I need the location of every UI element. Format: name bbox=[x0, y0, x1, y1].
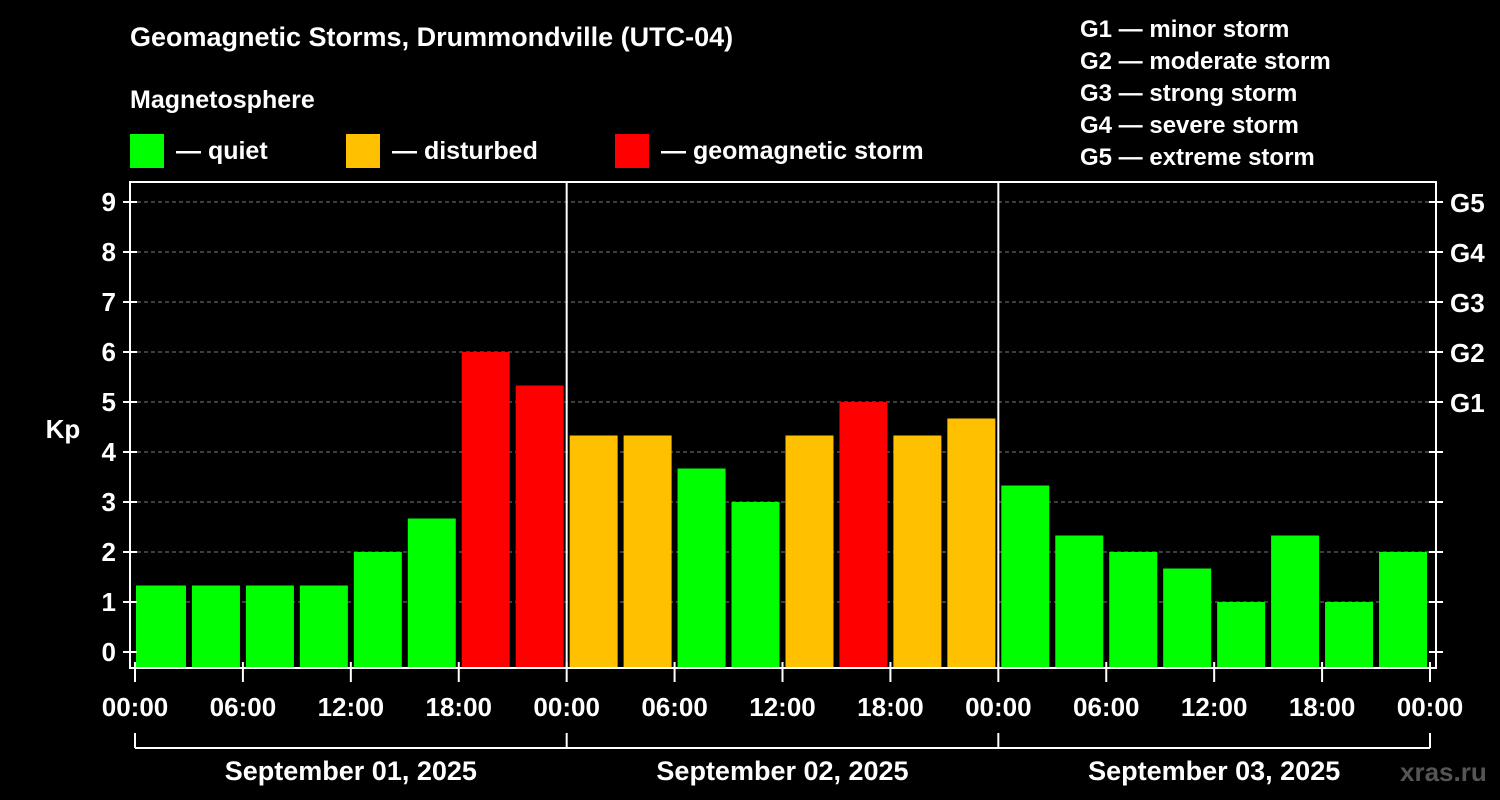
y-tick-label: 9 bbox=[102, 187, 116, 217]
x-tick-label: 12:00 bbox=[1181, 692, 1248, 722]
bar bbox=[569, 435, 618, 668]
x-tick-label: 00:00 bbox=[102, 692, 169, 722]
g-legend-g2: G2 — moderate storm bbox=[1080, 48, 1331, 75]
bar bbox=[191, 585, 240, 668]
g-scale-label: G2 bbox=[1450, 338, 1485, 368]
x-tick-label: 18:00 bbox=[857, 692, 924, 722]
bar bbox=[461, 352, 510, 668]
y-axis-label: Kp bbox=[46, 414, 81, 444]
date-label: September 01, 2025 bbox=[225, 756, 477, 786]
bar bbox=[1325, 602, 1374, 668]
x-tick-label: 18:00 bbox=[1289, 692, 1356, 722]
x-tick-label: 06:00 bbox=[210, 692, 277, 722]
legend-quiet: — quiet bbox=[130, 134, 268, 168]
chart-subtitle: Magnetosphere bbox=[130, 86, 315, 114]
bar bbox=[1433, 586, 1481, 669]
watermark: xras.ru bbox=[1400, 757, 1487, 787]
x-tick-label: 18:00 bbox=[426, 692, 493, 722]
g-legend-g4: G4 — severe storm bbox=[1080, 112, 1299, 139]
bar bbox=[731, 502, 780, 668]
bar bbox=[1109, 552, 1158, 668]
bar bbox=[515, 385, 564, 668]
bar bbox=[947, 418, 996, 668]
g-scale-label: G3 bbox=[1450, 288, 1485, 318]
bar bbox=[839, 402, 888, 668]
g-scale-label: G4 bbox=[1450, 238, 1485, 268]
legend-disturbed: — disturbed bbox=[346, 134, 538, 168]
legend-label-disturbed: — disturbed bbox=[392, 136, 538, 165]
g-legend-g3: G3 — strong storm bbox=[1080, 80, 1298, 107]
legend-swatch-disturbed bbox=[346, 134, 380, 168]
y-tick-label: 0 bbox=[102, 637, 116, 667]
y-tick-label: 2 bbox=[102, 537, 116, 567]
bar bbox=[136, 585, 186, 668]
x-tick-label: 00:00 bbox=[1397, 692, 1464, 722]
x-tick-label: 00:00 bbox=[533, 692, 600, 722]
bar bbox=[1001, 485, 1050, 668]
x-tick-label: 12:00 bbox=[318, 692, 385, 722]
bar bbox=[893, 435, 942, 668]
bar bbox=[1379, 552, 1428, 668]
x-tick-label: 12:00 bbox=[749, 692, 816, 722]
bar bbox=[1271, 535, 1320, 668]
g-legend-g1: G1 — minor storm bbox=[1080, 16, 1290, 43]
x-tick-label: 06:00 bbox=[641, 692, 708, 722]
y-tick-label: 7 bbox=[102, 287, 116, 317]
x-tick-label: 00:00 bbox=[965, 692, 1032, 722]
y-tick-label: 4 bbox=[102, 437, 117, 467]
chart-title: Geomagnetic Storms, Drummondville (UTC-0… bbox=[130, 22, 734, 52]
bar bbox=[1217, 602, 1266, 668]
legend-label-storm: — geomagnetic storm bbox=[661, 136, 924, 165]
bar bbox=[1163, 568, 1212, 668]
y-tick-label: 3 bbox=[102, 487, 116, 517]
date-label: September 02, 2025 bbox=[656, 756, 908, 786]
y-tick-label: 1 bbox=[102, 587, 116, 617]
legend-storm: — geomagnetic storm bbox=[615, 134, 924, 168]
bar bbox=[407, 518, 456, 668]
y-tick-label: 6 bbox=[102, 337, 116, 367]
bar bbox=[245, 585, 294, 668]
y-tick-label: 8 bbox=[102, 237, 116, 267]
x-tick-label: 06:00 bbox=[1073, 692, 1140, 722]
y-tick-label: 5 bbox=[102, 387, 116, 417]
bar bbox=[785, 435, 834, 668]
g-scale-label: G1 bbox=[1450, 388, 1485, 418]
g-scale-legend: G1 — minor storm G2 — moderate storm G3 … bbox=[1080, 14, 1331, 174]
g-scale-label: G5 bbox=[1450, 188, 1485, 218]
date-label: September 03, 2025 bbox=[1088, 756, 1340, 786]
bar bbox=[299, 585, 348, 668]
bar bbox=[623, 435, 672, 668]
bar bbox=[677, 468, 726, 668]
bar bbox=[1055, 535, 1104, 668]
g-legend-g5: G5 — extreme storm bbox=[1080, 144, 1315, 171]
bar bbox=[353, 552, 402, 668]
legend-label-quiet: — quiet bbox=[176, 136, 268, 165]
legend-swatch-storm bbox=[615, 134, 649, 168]
legend-swatch-quiet bbox=[130, 134, 164, 168]
